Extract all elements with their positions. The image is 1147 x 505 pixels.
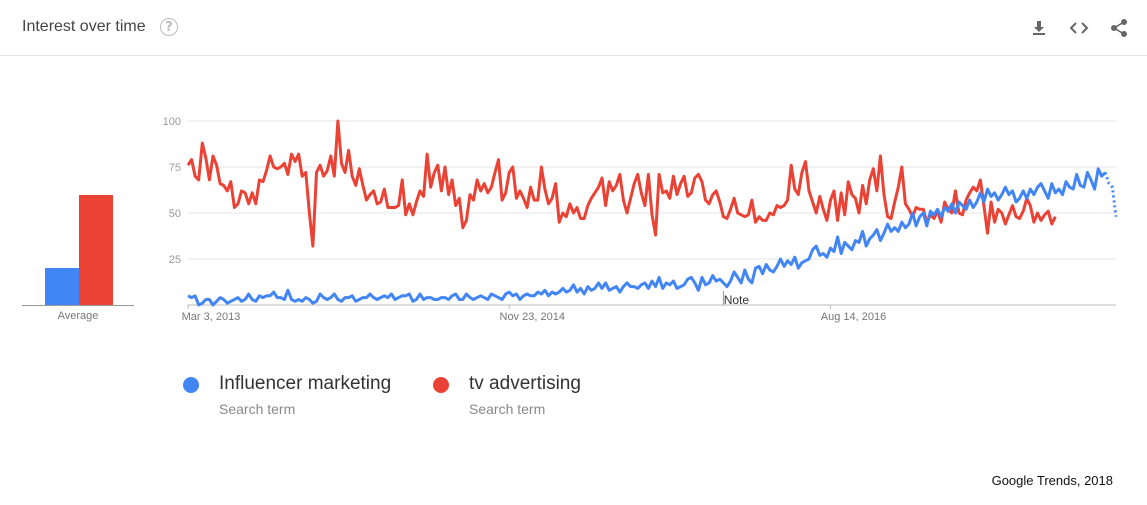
- average-axis: [22, 305, 134, 306]
- embed-code-icon[interactable]: [1065, 14, 1093, 42]
- average-bar-influencer-marketing: [45, 268, 79, 305]
- y-tick-label: 100: [163, 116, 181, 128]
- interest-line-chart: 25 50 75 100 Mar 3, 2013 Nov 23, 2014 Aug 14, …: [150, 110, 1118, 323]
- series-line-tv-advertising: [186, 119, 1057, 248]
- card-header: Interest over time ?: [0, 0, 1147, 56]
- x-tick-label: Mar 3, 2013: [182, 311, 241, 323]
- x-tick-label: Aug 14, 2016: [821, 311, 886, 323]
- legend-subtitle: Search term: [469, 401, 546, 417]
- x-tick-label: Nov 23, 2014: [500, 311, 565, 323]
- help-circle-icon[interactable]: ?: [160, 18, 178, 36]
- download-icon[interactable]: [1025, 14, 1053, 42]
- source-credit: Google Trends, 2018: [991, 473, 1113, 488]
- series-line-influencer-marketing: [187, 167, 1107, 307]
- card-title: Interest over time: [22, 18, 146, 35]
- y-tick-label: 25: [169, 254, 181, 266]
- legend-name: tv advertising: [469, 373, 581, 394]
- average-bar-tv-advertising: [79, 194, 113, 305]
- legend-dot-tv-advertising: [433, 377, 449, 393]
- legend-dot-influencer-marketing: [183, 377, 199, 393]
- legend-name: Influencer marketing: [219, 373, 392, 394]
- note-label: Note: [724, 293, 750, 307]
- series-partial-influencer-marketing: [1103, 172, 1118, 217]
- average-label: Average: [57, 310, 99, 322]
- share-icon[interactable]: [1105, 14, 1133, 42]
- legend-subtitle: Search term: [219, 401, 296, 417]
- y-tick-label: 50: [169, 208, 181, 220]
- y-tick-label: 75: [169, 162, 181, 174]
